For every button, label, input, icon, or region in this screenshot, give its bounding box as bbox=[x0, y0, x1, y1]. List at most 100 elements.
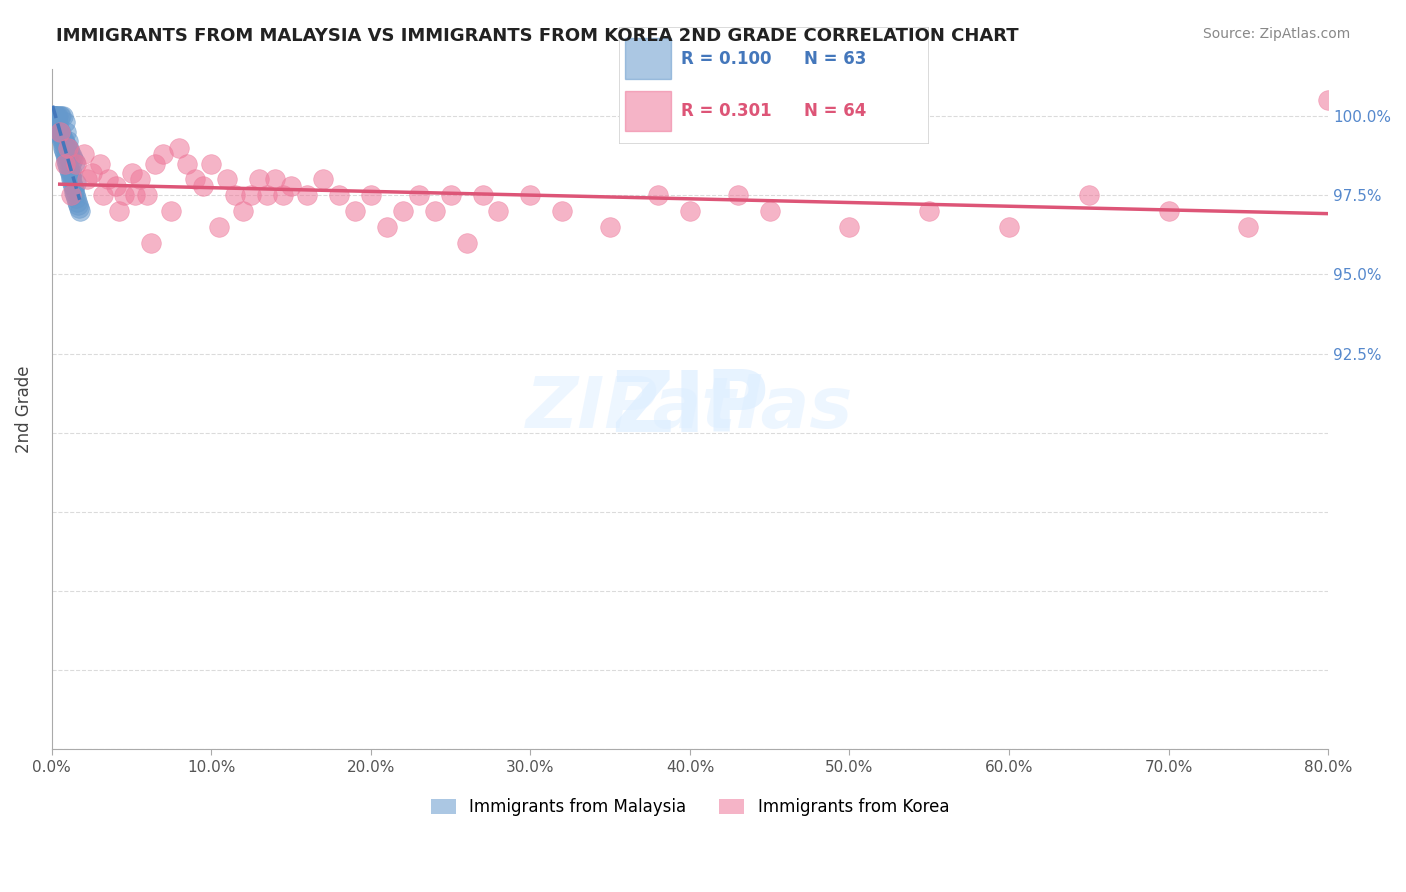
Point bbox=[46, 109, 69, 123]
Point bbox=[128, 172, 150, 186]
Point bbox=[67, 201, 90, 215]
Point bbox=[256, 188, 278, 202]
Point bbox=[280, 178, 302, 193]
Point bbox=[838, 219, 860, 234]
Point bbox=[41, 109, 63, 123]
Point bbox=[295, 188, 318, 202]
Point bbox=[65, 191, 87, 205]
Point bbox=[44, 113, 66, 128]
Point bbox=[58, 142, 80, 156]
Point bbox=[232, 204, 254, 219]
Bar bbox=[624, 91, 671, 131]
Point bbox=[184, 172, 207, 186]
Point bbox=[107, 204, 129, 219]
Point bbox=[45, 115, 67, 129]
Point bbox=[1317, 93, 1340, 107]
Point bbox=[328, 188, 350, 202]
Point bbox=[52, 109, 75, 123]
Point bbox=[59, 169, 82, 184]
Point bbox=[200, 156, 222, 170]
Point bbox=[551, 204, 574, 219]
Point bbox=[62, 178, 84, 193]
Point bbox=[264, 172, 287, 186]
Point bbox=[56, 134, 79, 148]
Point bbox=[62, 166, 84, 180]
Text: IMMIGRANTS FROM MALAYSIA VS IMMIGRANTS FROM KOREA 2ND GRADE CORRELATION CHART: IMMIGRANTS FROM MALAYSIA VS IMMIGRANTS F… bbox=[56, 27, 1019, 45]
Point bbox=[63, 155, 86, 169]
Point bbox=[59, 188, 82, 202]
Point bbox=[727, 188, 749, 202]
Point bbox=[224, 188, 246, 202]
Point bbox=[56, 139, 79, 153]
Point bbox=[124, 188, 146, 202]
Point bbox=[391, 204, 413, 219]
Text: Source: ZipAtlas.com: Source: ZipAtlas.com bbox=[1202, 27, 1350, 41]
Text: R = 0.100: R = 0.100 bbox=[681, 50, 770, 68]
Point bbox=[52, 141, 75, 155]
Point bbox=[160, 204, 183, 219]
Point bbox=[45, 109, 67, 123]
Point bbox=[136, 188, 159, 202]
Point bbox=[46, 119, 69, 133]
Point bbox=[456, 235, 478, 250]
Point bbox=[53, 144, 76, 158]
Point bbox=[59, 145, 82, 160]
Point bbox=[145, 156, 167, 170]
Text: N = 63: N = 63 bbox=[804, 50, 866, 68]
Point bbox=[48, 125, 70, 139]
Point bbox=[169, 141, 191, 155]
Point bbox=[51, 129, 73, 144]
Point bbox=[42, 109, 65, 123]
Point bbox=[55, 153, 77, 168]
Point bbox=[42, 112, 65, 127]
Point bbox=[73, 147, 96, 161]
Point bbox=[45, 112, 67, 127]
Point bbox=[62, 152, 84, 166]
Point bbox=[1077, 188, 1099, 202]
Point bbox=[519, 188, 541, 202]
Point bbox=[46, 120, 69, 134]
Point bbox=[53, 136, 76, 150]
Text: N = 64: N = 64 bbox=[804, 103, 866, 120]
Bar bbox=[624, 38, 671, 79]
Point bbox=[439, 188, 461, 202]
Point bbox=[62, 182, 84, 196]
Point bbox=[67, 197, 90, 211]
Point bbox=[65, 188, 87, 202]
Point bbox=[918, 204, 941, 219]
Point bbox=[65, 176, 87, 190]
Point bbox=[217, 172, 239, 186]
Point bbox=[647, 188, 669, 202]
Point bbox=[56, 141, 79, 155]
Point bbox=[408, 188, 430, 202]
Point bbox=[89, 156, 111, 170]
Point bbox=[51, 134, 73, 148]
Point bbox=[59, 166, 82, 180]
Point bbox=[97, 172, 120, 186]
Point bbox=[48, 121, 70, 136]
Point bbox=[312, 172, 335, 186]
Point bbox=[240, 188, 263, 202]
Point bbox=[471, 188, 494, 202]
Point bbox=[758, 204, 780, 219]
Point bbox=[51, 109, 73, 123]
Text: R = 0.301: R = 0.301 bbox=[681, 103, 770, 120]
Point bbox=[44, 109, 66, 123]
Point bbox=[52, 137, 75, 152]
Point bbox=[56, 160, 79, 174]
Point bbox=[49, 127, 72, 141]
Point bbox=[60, 148, 83, 162]
Point bbox=[58, 162, 80, 177]
Point bbox=[121, 166, 143, 180]
Point bbox=[193, 178, 215, 193]
Point bbox=[599, 219, 621, 234]
Point bbox=[679, 204, 702, 219]
Point bbox=[76, 172, 98, 186]
Point bbox=[55, 125, 77, 139]
Point bbox=[91, 188, 114, 202]
Point bbox=[60, 172, 83, 186]
Y-axis label: 2nd Grade: 2nd Grade bbox=[15, 365, 32, 453]
Point bbox=[998, 219, 1021, 234]
Point bbox=[45, 117, 67, 131]
Point bbox=[423, 204, 446, 219]
